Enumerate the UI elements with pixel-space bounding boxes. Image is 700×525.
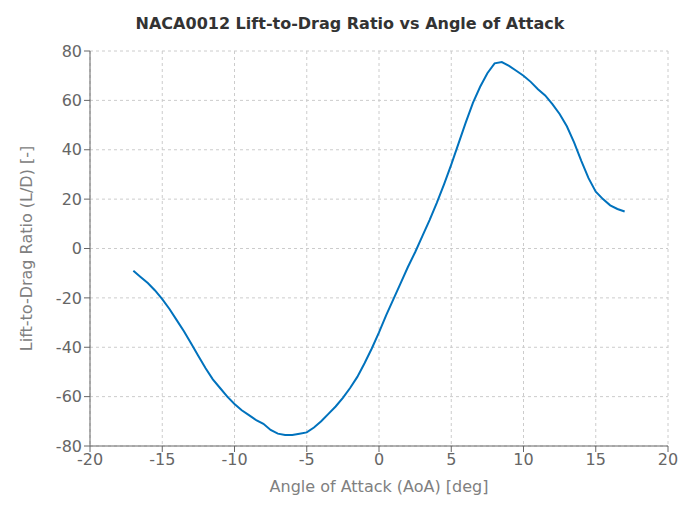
svg-text:-60: -60	[56, 387, 82, 406]
svg-text:20: 20	[62, 190, 82, 209]
svg-text:0: 0	[72, 239, 82, 258]
svg-text:-15: -15	[149, 450, 175, 469]
svg-text:-80: -80	[56, 437, 82, 456]
html-text:NACA0012 Lift-to-Drag Ratio vs: NACA0012 Lift-to-Drag Ratio vs Angle of …	[135, 14, 565, 33]
svg-text:Angle of Attack (AoA) [deg]: Angle of Attack (AoA) [deg]	[270, 477, 489, 496]
svg-text:15: 15	[586, 450, 606, 469]
svg-text:60: 60	[62, 91, 82, 110]
svg-text:20: 20	[658, 450, 678, 469]
svg-text:Lift-to-Drag Ratio (L/D) [-]: Lift-to-Drag Ratio (L/D) [-]	[17, 146, 36, 351]
svg-text:80: 80	[62, 42, 82, 61]
svg-text:-20: -20	[76, 450, 104, 470]
svg-text:5: 5	[446, 450, 456, 469]
svg-text:0: 0	[374, 450, 384, 469]
svg-text:-5: -5	[299, 450, 315, 469]
svg-text:-10: -10	[221, 450, 247, 469]
svg-text:10: 10	[513, 450, 533, 469]
svg-text:-40: -40	[56, 338, 82, 357]
svg-text:40: 40	[62, 140, 82, 159]
svg-text:-20: -20	[56, 289, 82, 308]
